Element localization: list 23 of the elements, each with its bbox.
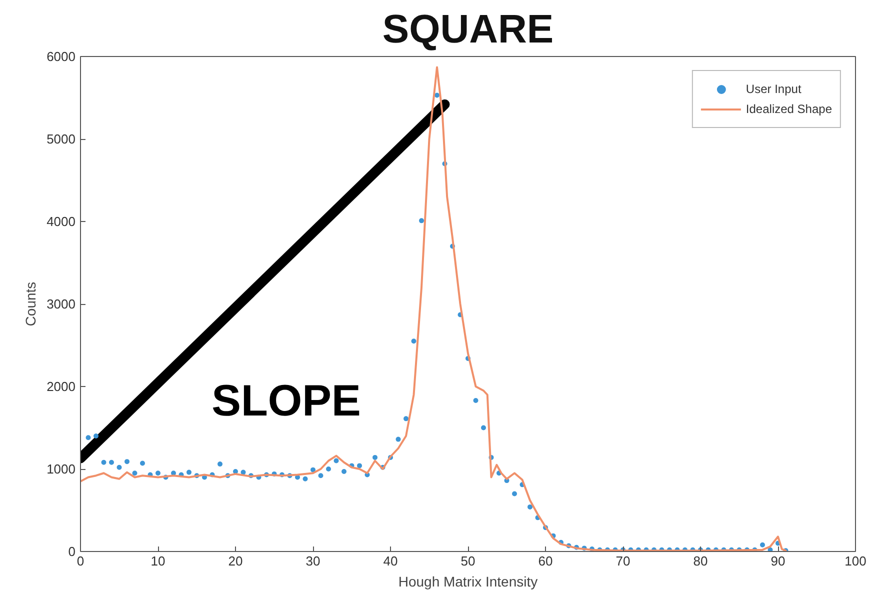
y-tick-label: 3000	[46, 296, 76, 312]
x-tick-label: 60	[538, 554, 553, 568]
x-tick-label: 20	[228, 554, 243, 568]
y-tick-label: 4000	[46, 214, 76, 229]
x-tick-label: 80	[693, 554, 708, 568]
chart-title: SQUARE	[382, 8, 554, 52]
x-tick-label: 90	[770, 554, 786, 568]
y-tick-label: 1000	[46, 462, 76, 476]
x-tick-label: 100	[844, 554, 866, 568]
legend-label: Idealized Shape	[746, 102, 832, 116]
annotation: SLOPE	[212, 376, 361, 426]
x-tick-label: 70	[616, 554, 630, 568]
y-tick-label: 5000	[46, 132, 76, 146]
legend-label: User Input	[746, 82, 802, 96]
y-tick-label: 2000	[46, 379, 76, 394]
y-tick-label: 6000	[46, 49, 76, 64]
x-axis-title: Hough Matrix Intensity	[398, 574, 538, 590]
x-tick-label: 30	[306, 554, 320, 568]
y-axis-title: Counts	[22, 282, 39, 326]
x-tick-label: 10	[150, 554, 166, 568]
x-tick-label: 40	[383, 554, 398, 568]
y-tick-label: 0	[68, 544, 76, 559]
x-tick-label: 50	[460, 554, 476, 568]
